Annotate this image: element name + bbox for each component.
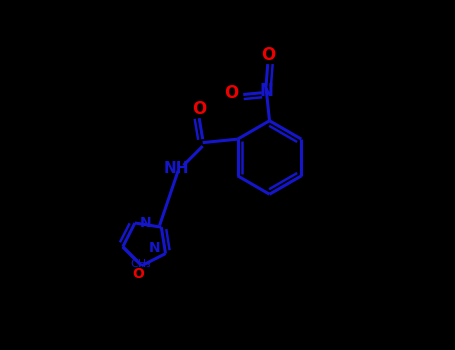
Text: N: N [140, 216, 151, 230]
Text: O: O [192, 100, 206, 118]
Text: O: O [224, 84, 238, 103]
Text: CH₃: CH₃ [130, 259, 151, 269]
Text: O: O [261, 46, 275, 64]
Text: N: N [259, 82, 273, 100]
Text: O: O [132, 267, 144, 281]
Text: N: N [149, 241, 161, 255]
Text: NH: NH [164, 161, 189, 176]
